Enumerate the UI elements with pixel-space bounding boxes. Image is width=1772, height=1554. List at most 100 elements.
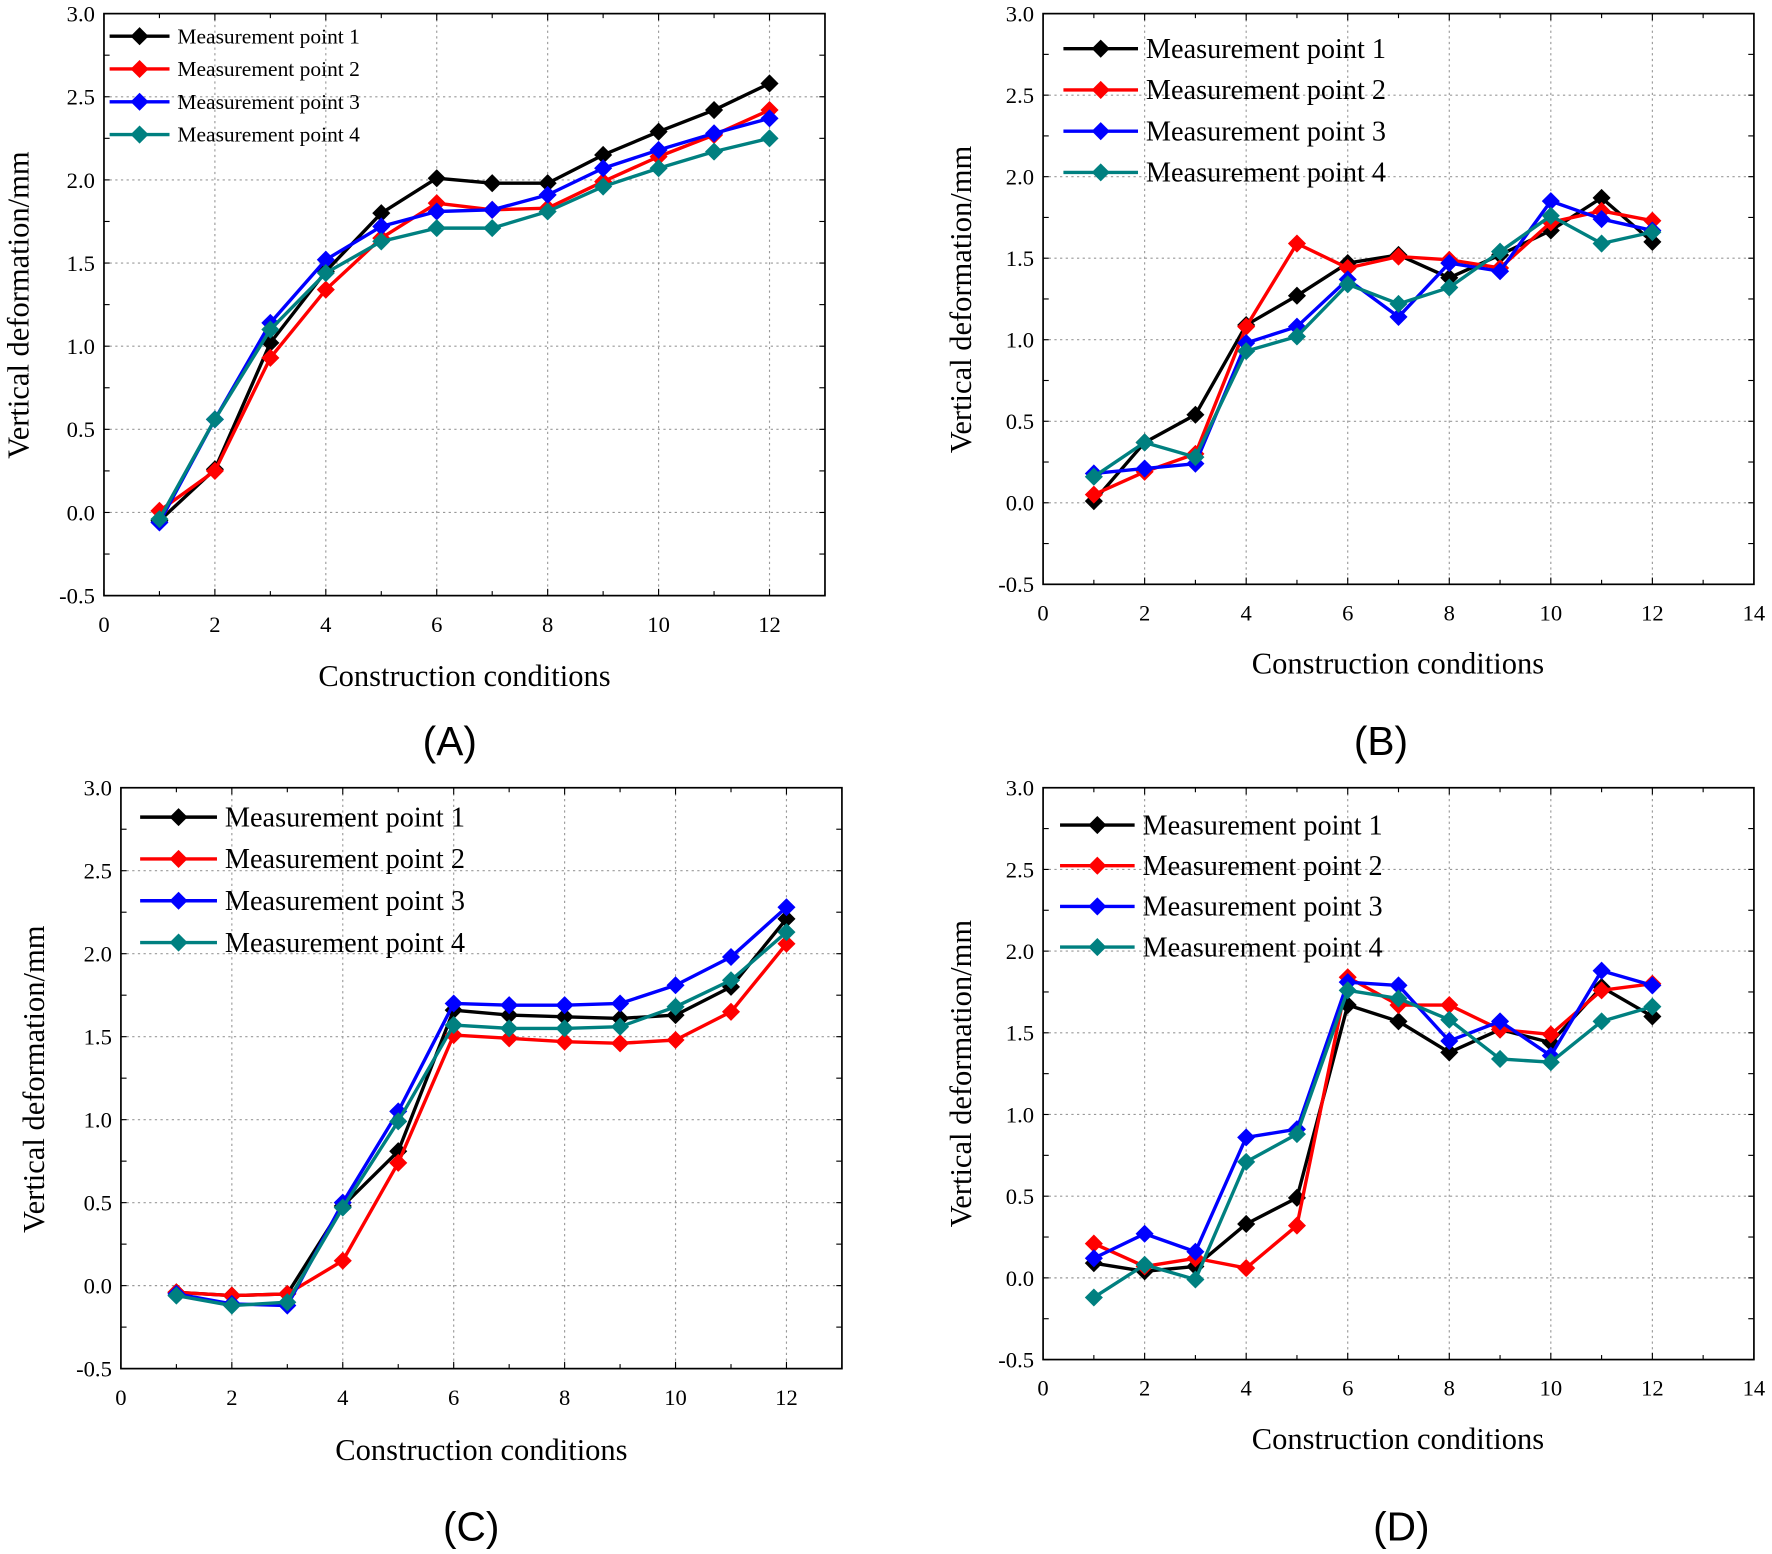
- series-measurement-point-3: [150, 109, 779, 532]
- data-point-marker: [1237, 1128, 1256, 1147]
- data-point-marker: [611, 994, 630, 1013]
- y-tick-label: 2.0: [1006, 939, 1034, 964]
- series-line: [1092, 988, 1653, 1299]
- data-point-marker: [705, 101, 724, 120]
- y-tick-label: 0.5: [84, 1191, 112, 1216]
- data-point-marker: [1186, 1270, 1205, 1289]
- x-tick-label: 0: [1037, 1376, 1048, 1401]
- data-point-marker: [1389, 247, 1408, 266]
- data-point-marker: [1237, 342, 1256, 361]
- legend-item: Measurement point 3: [1060, 892, 1383, 923]
- series-line: [158, 81, 771, 523]
- x-tick-label: 4: [1241, 600, 1252, 625]
- data-point-marker: [1084, 1288, 1103, 1307]
- data-point-marker: [316, 250, 335, 269]
- data-point-marker: [705, 124, 724, 143]
- legend-label: Measurement point 2: [177, 57, 359, 81]
- x-axis-label: Construction conditions: [1252, 1422, 1544, 1456]
- x-tick-label: 6: [1342, 1376, 1353, 1401]
- data-point-marker: [555, 1032, 574, 1051]
- data-point-marker: [500, 996, 519, 1015]
- data-point-marker: [1091, 163, 1110, 182]
- series-line: [1093, 985, 1654, 1274]
- data-point-marker: [1338, 275, 1357, 294]
- chart-panel-a: 0 2 4 6 8 10 12 -0.5 0.0 0.5 1.0 1.5 2.0 2.5 3.0 Constr…: [1, 2, 826, 764]
- data-point-marker: [1592, 234, 1611, 253]
- x-axis-label: Construction conditions: [335, 1433, 627, 1467]
- x-tick-label: 8: [1444, 600, 1455, 625]
- x-axis-label: Construction conditions: [318, 659, 610, 693]
- series-measurement-point-1: [1084, 978, 1662, 1281]
- data-point-marker: [1084, 467, 1103, 486]
- data-point-marker: [389, 1112, 408, 1131]
- data-point-marker: [1389, 307, 1408, 326]
- x-tick-label: 6: [431, 612, 442, 637]
- panel-label: (B): [1354, 718, 1408, 764]
- legend-label: Measurement point 1: [1146, 34, 1386, 65]
- legend-item: Measurement point 4: [1063, 158, 1386, 189]
- series-line: [157, 116, 770, 524]
- data-point-marker: [1088, 815, 1107, 835]
- data-point-marker: [1287, 234, 1306, 253]
- legend-item: Measurement point 2: [109, 57, 360, 81]
- data-point-marker: [169, 808, 188, 827]
- series-measurement-point-4: [1084, 206, 1662, 486]
- y-tick-label: 1.5: [67, 251, 95, 276]
- legend-item: Measurement point 3: [140, 886, 465, 917]
- y-axis-label: Vertical deformation/mm: [17, 925, 51, 1233]
- data-point-marker: [538, 185, 557, 204]
- y-tick-label: 2.5: [84, 859, 112, 884]
- data-point-marker: [1091, 39, 1110, 58]
- legend-label: Measurement point 2: [1143, 851, 1383, 882]
- y-tick-label: 2.0: [84, 942, 112, 967]
- legend-label: Measurement point 3: [1143, 892, 1383, 923]
- legend-label: Measurement point 1: [1143, 810, 1383, 841]
- x-tick-label: 0: [1037, 600, 1048, 625]
- data-point-marker: [1088, 897, 1107, 916]
- legend-label: Measurement point 4: [1146, 158, 1386, 189]
- panel-label: (A): [423, 718, 477, 764]
- legend-item: Measurement point 3: [109, 90, 360, 114]
- legend-item: Measurement point 3: [1063, 116, 1386, 147]
- x-tick-label: 6: [1342, 600, 1353, 625]
- data-point-marker: [777, 909, 796, 928]
- series-line: [158, 108, 771, 513]
- series-measurement-point-3: [1084, 192, 1662, 483]
- y-axis-label: Vertical deformation/mm: [1, 151, 35, 459]
- y-tick-label: -0.5: [998, 572, 1034, 597]
- data-point-marker: [1237, 1259, 1256, 1278]
- legend-item: Measurement point 1: [1060, 810, 1383, 841]
- chart-panel-c: 0 2 4 6 8 10 12 -0.5 0.0 0.5 1.0 1.5 2.0 2.5 3.0 Constr…: [17, 776, 843, 1549]
- series-measurement-point-2: [167, 934, 796, 1305]
- y-tick-label: 1.0: [1006, 328, 1034, 353]
- data-point-marker: [555, 1019, 574, 1038]
- y-tick-label: 0.0: [1006, 1266, 1034, 1291]
- x-tick-label: 2: [1139, 600, 1150, 625]
- x-tick-label: 10: [664, 1385, 687, 1410]
- data-point-marker: [1091, 80, 1110, 99]
- data-point-marker: [130, 59, 149, 79]
- data-point-marker: [483, 200, 502, 219]
- panel-label: (D): [1373, 1503, 1429, 1549]
- data-point-marker: [427, 169, 446, 188]
- data-point-marker: [777, 934, 796, 953]
- legend-item: Measurement point 1: [109, 24, 360, 48]
- chart-panel-b: 0 2 4 6 8 10 12 14 -0.5 0.0 0.5 1.0 1.5 2.0 2.5 3.0 Cons…: [944, 2, 1765, 764]
- series-measurement-point-2: [1084, 201, 1662, 504]
- legend-label: Measurement point 4: [1143, 932, 1383, 963]
- data-point-marker: [130, 92, 149, 111]
- x-tick-label: 10: [1540, 1376, 1563, 1401]
- series-measurement-point-2: [150, 101, 779, 520]
- series-line: [1093, 199, 1653, 476]
- data-point-marker: [261, 320, 280, 339]
- legend-label: Measurement point 4: [225, 928, 465, 959]
- series-line: [1093, 975, 1653, 1270]
- y-tick-label: 3.0: [84, 776, 112, 801]
- data-point-marker: [1091, 122, 1110, 141]
- data-point-marker: [333, 1198, 352, 1217]
- data-point-marker: [500, 1019, 519, 1038]
- y-tick-label: 2.5: [1006, 83, 1034, 108]
- y-axis-label: Vertical deformation/mm: [944, 920, 978, 1228]
- series-line: [1092, 214, 1653, 479]
- series-line: [176, 930, 788, 1308]
